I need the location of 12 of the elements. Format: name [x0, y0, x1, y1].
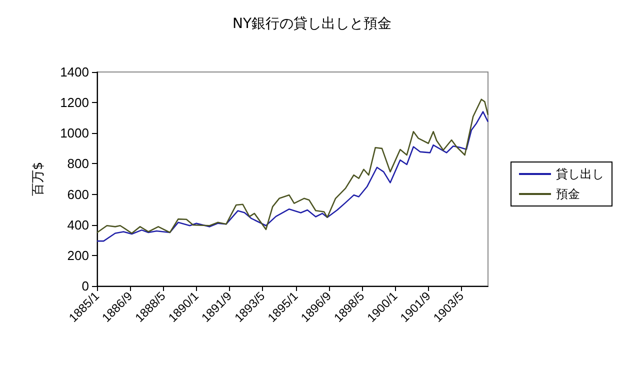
y-tick-label: 200: [67, 248, 89, 263]
y-tick-label: 800: [67, 156, 89, 172]
legend-label: 預金: [556, 187, 580, 201]
y-tick-label: 600: [67, 186, 89, 202]
y-tick-label: 400: [67, 217, 89, 232]
y-tick-label: 1400: [60, 64, 89, 80]
legend-label: 貸し出し: [556, 167, 604, 181]
y-axis-title: 百万$: [31, 162, 46, 196]
y-tick-label: 0: [82, 278, 89, 294]
y-tick-label: 1000: [60, 126, 89, 141]
chart-title: NY銀行の貸し出しと預金: [232, 16, 392, 32]
y-tick-label: 1200: [60, 95, 89, 110]
